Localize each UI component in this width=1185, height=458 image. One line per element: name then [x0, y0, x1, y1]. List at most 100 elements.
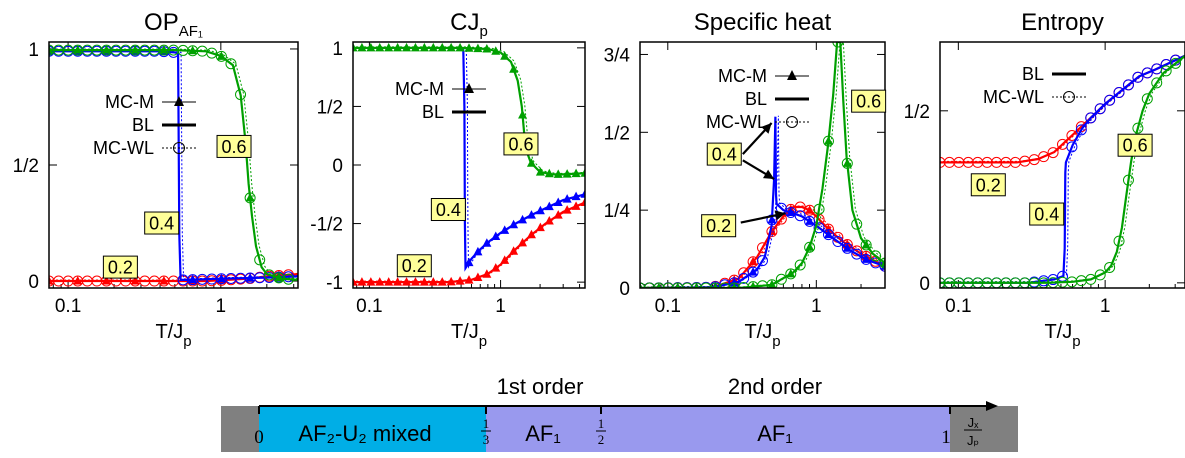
chart-title: CJp [450, 9, 488, 40]
phase-axis-arrow-icon [986, 401, 998, 411]
mc-m-marker [786, 207, 796, 216]
mc-m-marker [491, 46, 501, 55]
mc-m-marker [880, 258, 885, 267]
mc-wl-marker [832, 42, 844, 48]
legend-triangle-icon [787, 70, 797, 80]
legend-circle-icon [1063, 91, 1075, 103]
mc-wl-marker [813, 203, 825, 215]
mc-m-marker [428, 277, 438, 286]
mc-m-marker [526, 229, 536, 239]
phase-axis-label-den: Jₚ [967, 433, 979, 448]
mc-m-marker [473, 246, 483, 256]
phase-gray-right [950, 406, 1018, 452]
mc-m-marker [571, 191, 581, 201]
chart-title-sub: p [480, 23, 488, 40]
series-line-0.2 [640, 205, 885, 288]
mc-m-marker [553, 210, 563, 219]
mc-m-marker [693, 283, 700, 288]
mc-m-marker [375, 277, 385, 286]
mc-wl-marker [1132, 71, 1144, 83]
chart-panel-4: Entropy 0.1 1 0 1/2 T/Jp 0.2 0.4 0.6 BL MC-WL [904, 9, 1185, 350]
mc-wl-marker [1141, 67, 1153, 79]
y-tick-label: 0 [919, 274, 930, 295]
annotation-label: 0.4 [436, 200, 461, 220]
mc-m-marker [805, 205, 815, 214]
annotation-box [1117, 133, 1153, 157]
mc-m-marker [393, 277, 403, 286]
mc-m-marker [712, 283, 719, 288]
legend-circle-icon [786, 116, 798, 128]
x-tick-label: 0.1 [945, 296, 971, 317]
mc-wl-marker [254, 254, 266, 266]
mc-wl-marker [870, 257, 882, 269]
mc-m-marker [535, 167, 545, 176]
mc-m-marker [357, 42, 367, 52]
mc-m-marker [357, 277, 367, 286]
mc-m-marker [509, 64, 519, 73]
phase-tick-0-label: 0 [254, 427, 264, 448]
annotation-label: 0.6 [856, 92, 881, 112]
mc-m-marker [509, 246, 519, 255]
mc-wl-marker [841, 242, 853, 254]
mc-m-marker [656, 283, 662, 288]
mc-m-marker [49, 276, 54, 285]
af1-left-label: AF₁ [525, 421, 561, 446]
annotation-box [1029, 202, 1065, 226]
series-mcwl-line-0.4 [52, 49, 298, 280]
mc-m-marker [353, 277, 358, 286]
mc-wl-marker [1057, 276, 1068, 288]
annotation-box [396, 254, 432, 278]
mc-wl-marker [1104, 261, 1116, 273]
x-axis-label-sub: p [479, 333, 487, 350]
arrowhead-icon [774, 210, 786, 221]
x-tick-label: 0.1 [356, 296, 382, 317]
mc-m-marker [518, 237, 528, 247]
legend-label: MC-WL [983, 87, 1044, 107]
mc-m-marker [562, 205, 572, 214]
mc-m-marker [49, 45, 54, 54]
annotation-label: 0.2 [976, 175, 1001, 195]
mc-m-marker [437, 42, 447, 52]
mc-wl-marker [804, 241, 816, 253]
mc-wl-marker [691, 282, 703, 288]
mc-m-marker [473, 272, 483, 281]
mc-m-marker [580, 168, 585, 177]
plot-frame [352, 41, 586, 289]
mc-wl-marker [794, 210, 806, 222]
mc-wl-marker [1094, 269, 1106, 281]
mc-m-marker [491, 263, 501, 272]
mc-m-marker [419, 277, 429, 286]
phase-axis-label-num: Jₓ [968, 415, 980, 430]
mc-wl-marker [785, 268, 797, 280]
mc-wl-marker [1085, 112, 1097, 124]
x-tick-label: 1 [811, 296, 822, 317]
mc-wl-marker [1113, 235, 1125, 247]
series-line-0.4 [460, 47, 585, 272]
chart-panel-2: CJp 0.1 1 -1 -1/2 0 1/2 1 T/Jp 0.6 0.4 0.2 MC-M BL [310, 9, 586, 350]
mc-m-marker [805, 216, 815, 225]
mc-wl-marker [804, 215, 816, 227]
mc-m-marker [245, 192, 255, 202]
arrowhead-icon [762, 169, 775, 180]
y-tick-label: -1 [326, 273, 343, 294]
plot-frame [48, 41, 299, 289]
mc-wl-marker [719, 282, 731, 288]
chart-panel-1: OPAF₁ 0.1 1 0 1/2 1 T/Jp 0.6 0.4 0.2 MC-M BL MC-WL [13, 9, 299, 350]
y-tick-label: 0 [619, 279, 630, 300]
mc-m-marker [580, 197, 585, 206]
mc-m-marker [861, 254, 871, 263]
mc-m-marker [518, 109, 528, 119]
mc-m-marker [500, 51, 510, 60]
mc-wl-marker [943, 156, 955, 168]
mc-m-marker [731, 283, 737, 288]
mc-m-marker [562, 169, 572, 178]
annotation-box [144, 211, 180, 235]
mc-m-marker [482, 43, 492, 53]
mc-wl-marker [1122, 174, 1134, 186]
mc-m-marker [526, 210, 536, 219]
mc-wl-marker [940, 156, 946, 168]
annotation-box [701, 214, 737, 238]
legend-label: BL [422, 102, 444, 122]
mc-wl-marker [747, 266, 759, 278]
mc-wl-marker [962, 156, 974, 168]
